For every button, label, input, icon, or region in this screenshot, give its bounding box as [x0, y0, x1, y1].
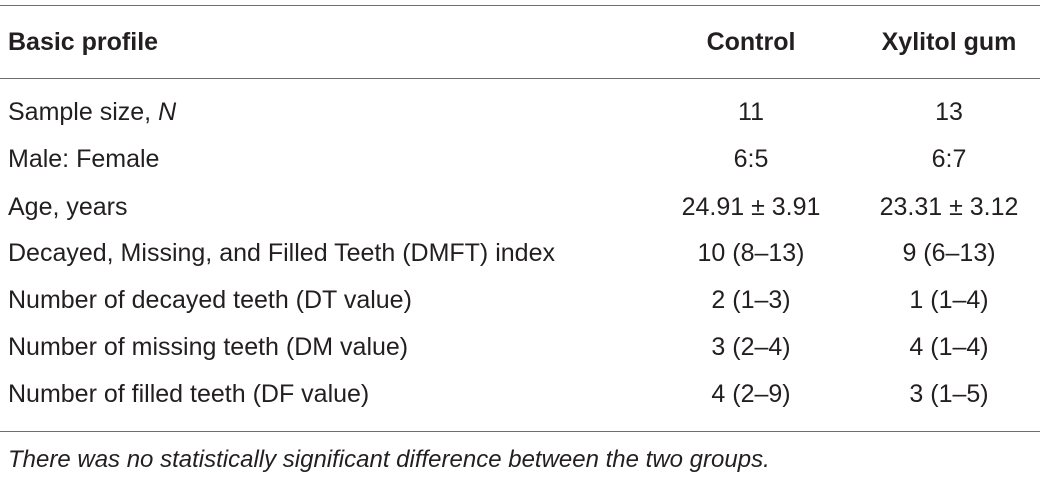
table-row: Number of missing teeth (DM value) 3 (2–… [0, 327, 1040, 367]
table-row: Number of filled teeth (DF value) 4 (2–9… [0, 374, 1040, 414]
table-header-row: Basic profile Control Xylitol gum [0, 22, 1040, 62]
table-row: Age, years 24.91 ± 3.91 23.31 ± 3.12 [0, 187, 1040, 227]
header-control: Control [706, 28, 796, 56]
row-xylitol-value: 9 (6–13) [902, 239, 996, 267]
row-label: Male: Female [8, 145, 160, 173]
row-control-value: 2 (1–3) [711, 286, 791, 314]
header-basic-profile: Basic profile [8, 28, 159, 56]
row-control-value: 24.91 ± 3.91 [681, 193, 821, 221]
table-row: Decayed, Missing, and Filled Teeth (DMFT… [0, 233, 1040, 273]
row-label: Age, years [8, 193, 128, 221]
row-label: Sample size, N [8, 98, 177, 126]
row-xylitol-value: 23.31 ± 3.12 [879, 193, 1019, 221]
table-top-rule [0, 5, 1040, 6]
row-label: Number of missing teeth (DM value) [8, 333, 409, 361]
row-label: Number of filled teeth (DF value) [8, 380, 370, 408]
row-control-value: 10 (8–13) [697, 239, 805, 267]
row-xylitol-value: 1 (1–4) [909, 286, 989, 314]
table-row: Male: Female 6:5 6:7 [0, 139, 1040, 179]
row-label: Decayed, Missing, and Filled Teeth (DMFT… [8, 239, 555, 267]
row-control-value: 6:5 [733, 145, 769, 173]
row-control-value: 3 (2–4) [711, 333, 791, 361]
header-xylitol-gum: Xylitol gum [881, 28, 1017, 56]
table-row: Number of decayed teeth (DT value) 2 (1–… [0, 280, 1040, 320]
table-header-rule [0, 78, 1040, 79]
row-control-value: 4 (2–9) [711, 380, 791, 408]
table-row: Sample size, N 11 13 [0, 92, 1040, 132]
row-xylitol-value: 3 (1–5) [909, 380, 989, 408]
row-xylitol-value: 4 (1–4) [909, 333, 989, 361]
row-control-value: 11 [738, 98, 764, 126]
row-xylitol-value: 6:7 [931, 145, 967, 173]
table-bottom-rule [0, 431, 1040, 432]
table-footnote: There was no statistically significant d… [8, 446, 770, 473]
row-label: Number of decayed teeth (DT value) [8, 286, 412, 314]
row-xylitol-value: 13 [935, 98, 963, 126]
